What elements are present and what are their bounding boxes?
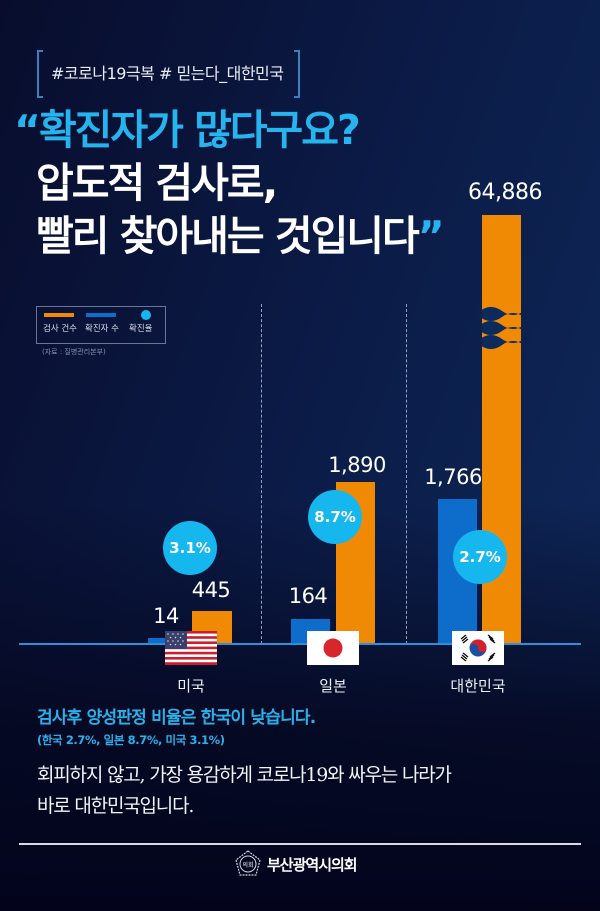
value-kr-confirmed: 1,766 xyxy=(424,465,482,489)
value-jp-confirmed: 164 xyxy=(288,584,328,608)
value-jp-tests: 1,890 xyxy=(328,453,386,477)
divider-1 xyxy=(261,304,262,644)
japan-flag-icon xyxy=(307,631,359,665)
summary-detail: (한국 2.7%, 일본 8.7%, 미국 3.1%) xyxy=(37,733,225,747)
footer-divider xyxy=(19,843,581,845)
footer-logo: 의회 부산광역시의회 xyxy=(233,849,358,879)
cyan-dot-icon xyxy=(141,310,151,320)
bracket-left xyxy=(37,50,43,98)
value-us-confirmed: 14 xyxy=(153,604,179,628)
rate-jp: 8.7% xyxy=(308,490,362,544)
org-name: 부산광역시의회 xyxy=(267,855,358,874)
korea-flag-icon xyxy=(452,631,504,665)
label-jp: 일본 xyxy=(319,677,347,695)
headline: “확진자가 많다구요? 압도적 검사로, 빨리 찾아내는 것입니다” xyxy=(14,104,445,263)
rate-kr: 2.7% xyxy=(453,530,507,584)
us-flag-icon xyxy=(165,631,217,665)
legend-item-tests: 검사 건수 xyxy=(43,313,77,334)
orange-swatch-icon xyxy=(44,313,74,317)
summary-title: 검사후 양성판정 비율은 한국이 낮습니다. xyxy=(37,708,316,728)
value-kr-tests: 64,886 xyxy=(468,180,542,205)
headline-line2: 압도적 검사로, xyxy=(36,159,278,207)
rate-us: 3.1% xyxy=(163,521,217,575)
data-source: (자료 : 질병관리본부) xyxy=(42,348,106,356)
council-emblem-icon: 의회 xyxy=(235,850,261,876)
headline-line3: 빨리 찾아내는 것입니다” xyxy=(36,212,445,260)
divider-2 xyxy=(406,304,407,644)
summary-body: 회피하지 않고, 가장 용감하게 코로나19와 싸우는 나라가 바로 대한민국입… xyxy=(37,764,452,817)
svg-text:의회: 의회 xyxy=(242,861,253,869)
chart-baseline xyxy=(19,643,581,645)
chart-legend: 검사 건수 확진자 수 확진율 xyxy=(36,306,166,344)
legend-item-confirmed: 확진자 수 xyxy=(85,313,119,334)
bracket-right xyxy=(294,50,300,98)
hashtags: #코로나19극복 # 믿는다_대한민국 xyxy=(51,64,284,83)
label-us: 미국 xyxy=(177,677,205,695)
label-kr: 대한민국 xyxy=(450,677,506,695)
hashtag-banner: #코로나19극복 # 믿는다_대한민국 xyxy=(37,50,300,98)
headline-line1: “확진자가 많다구요? xyxy=(14,106,361,154)
blue-swatch-icon xyxy=(86,313,116,317)
legend-item-rate: 확진율 xyxy=(129,310,152,334)
value-us-tests: 445 xyxy=(191,578,231,602)
axis-break-icon xyxy=(482,307,521,349)
